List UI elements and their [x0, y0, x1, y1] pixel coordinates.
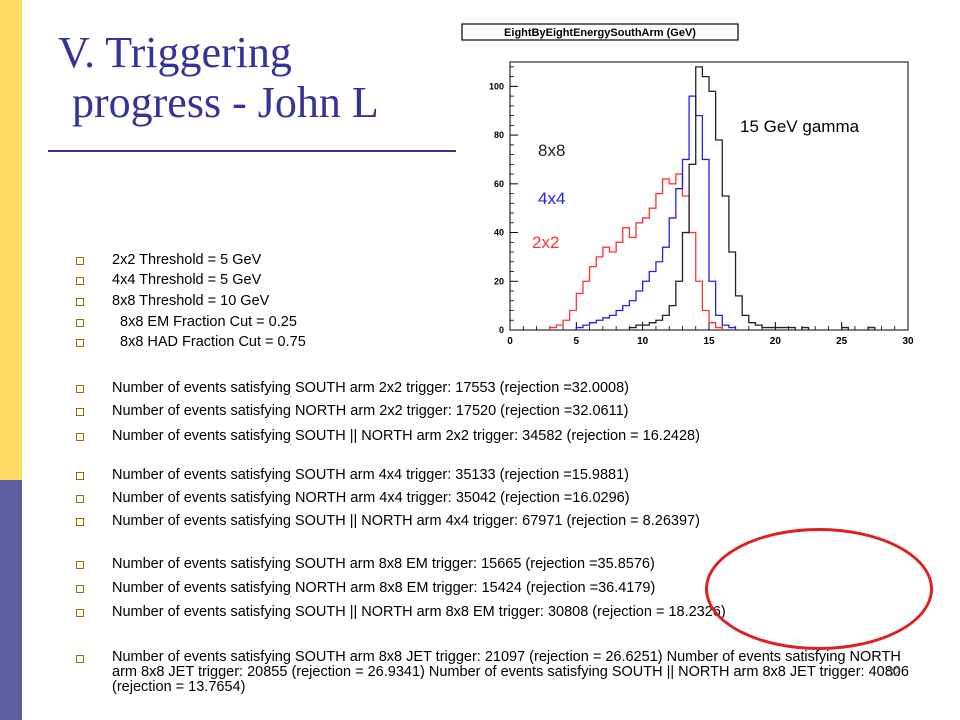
threshold-text: 8x8 HAD Fraction Cut = 0.75	[120, 334, 306, 350]
slide-title-line1: V. Triggering	[58, 28, 292, 77]
threshold-text: 2x2 Threshold = 5 GeV	[112, 252, 262, 268]
series-label-2x2: 2x2	[532, 233, 559, 252]
sidebar-yellow-band	[0, 0, 22, 480]
bullet-square-icon	[76, 495, 84, 503]
x-tick-label: 30	[902, 336, 914, 347]
series-4x4-histogram	[575, 95, 737, 330]
series-2x2-histogram	[549, 173, 723, 330]
bullet-square-icon	[76, 655, 84, 663]
event-count-text: Number of events satisfying SOUTH || NOR…	[112, 513, 700, 529]
sidebar-blue-band	[0, 480, 22, 720]
bullet-square-icon	[76, 339, 84, 347]
series-label-4x4: 4x4	[538, 189, 565, 208]
y-tick-label: 80	[494, 130, 504, 140]
page-number: 32	[887, 665, 901, 679]
event-count-text: Number of events satisfying NORTH arm 4x…	[112, 490, 630, 506]
x-tick-label: 10	[637, 336, 649, 347]
x-tick-label: 20	[770, 336, 782, 347]
y-tick-label: 40	[494, 228, 504, 238]
chart-title: EightByEightEnergySouthArm (GeV)	[504, 27, 696, 39]
series-label-8x8: 8x8	[538, 141, 565, 160]
bullet-square-icon	[76, 408, 84, 416]
event-count-text: Number of events satisfying NORTH arm 8x…	[112, 580, 656, 596]
bullet-square-icon	[76, 385, 84, 393]
threshold-text: 8x8 EM Fraction Cut = 0.25	[120, 314, 297, 330]
bullet-square-icon	[76, 277, 84, 285]
y-tick-label: 0	[499, 325, 504, 335]
bullet-square-icon	[76, 561, 84, 569]
threshold-text: 4x4 Threshold = 5 GeV	[112, 272, 262, 288]
y-tick-label: 60	[494, 179, 504, 189]
event-count-text: Number of events satisfying SOUTH || NOR…	[112, 428, 700, 444]
title-underline	[48, 150, 456, 152]
bullet-square-icon	[76, 298, 84, 306]
bullet-square-icon	[76, 319, 84, 327]
chart-title-box	[461, 23, 739, 41]
sidebar-decoration	[0, 0, 22, 720]
slide-title: V. Triggering progress - John L	[58, 28, 379, 128]
bullet-square-icon	[76, 472, 84, 480]
x-tick-label: 15	[703, 336, 715, 347]
event-count-text: Number of events satisfying SOUTH || NOR…	[112, 604, 726, 620]
event-count-text: Number of events satisfying SOUTH arm 4x…	[112, 467, 630, 483]
event-count-text: Number of events satisfying SOUTH arm 8x…	[112, 556, 655, 572]
slide-title-line2: progress - John L	[72, 78, 379, 127]
y-tick-label: 20	[494, 276, 504, 286]
x-tick-label: 5	[574, 336, 580, 347]
threshold-text: 8x8 Threshold = 10 GeV	[112, 293, 270, 309]
y-tick-label: 100	[489, 81, 504, 91]
event-count-text: Number of events satisfying SOUTH arm 8x…	[112, 649, 909, 695]
event-count-text: Number of events satisfying SOUTH arm 2x…	[112, 380, 630, 396]
bullet-square-icon	[76, 433, 84, 441]
x-tick-label: 25	[836, 336, 848, 347]
bullet-square-icon	[76, 585, 84, 593]
series-8x8-histogram	[628, 66, 876, 330]
bullet-square-icon	[76, 257, 84, 265]
event-count-text: Number of events satisfying NORTH arm 2x…	[112, 403, 629, 419]
x-tick-label: 0	[507, 336, 513, 347]
chart-annotation: 15 GeV gamma	[740, 117, 860, 136]
bullet-square-icon	[76, 518, 84, 526]
energy-histogram: EightByEightEnergySouthArm (GeV) 0 5 10 15 20…	[461, 23, 914, 347]
highlight-ellipse	[705, 528, 933, 650]
bullet-square-icon	[76, 609, 84, 617]
